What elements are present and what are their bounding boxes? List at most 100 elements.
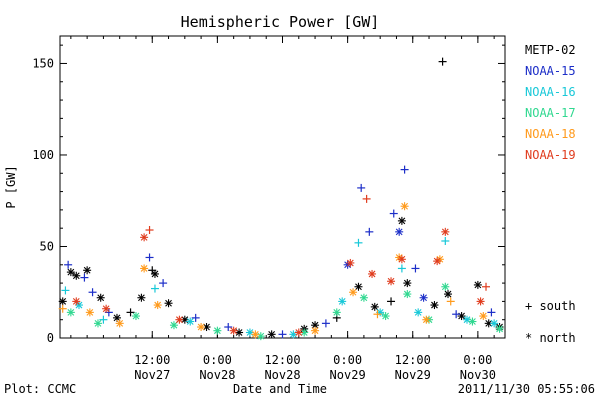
data-point-north bbox=[403, 279, 412, 288]
plot-frame bbox=[59, 35, 506, 339]
data-point-south bbox=[389, 209, 398, 218]
data-point-north bbox=[186, 317, 195, 326]
x-tick-date: Nov30 bbox=[460, 368, 496, 382]
x-tick-time: 0:00 bbox=[333, 353, 362, 367]
data-point-north bbox=[137, 293, 146, 302]
data-point-north bbox=[96, 293, 105, 302]
data-point-north bbox=[74, 301, 83, 310]
data-point-north bbox=[235, 328, 244, 337]
data-point-north bbox=[311, 326, 320, 335]
x-tick-date: Nov27 bbox=[134, 368, 170, 382]
data-point-north bbox=[72, 271, 81, 280]
data-point-south bbox=[397, 264, 406, 273]
data-point-north bbox=[112, 313, 121, 322]
data-point-south bbox=[145, 253, 154, 262]
data-point-north bbox=[397, 216, 406, 225]
legend-entry: NOAA-15 bbox=[525, 64, 576, 78]
series-noaa-16 bbox=[61, 236, 499, 339]
x-tick-time: 12:00 bbox=[134, 353, 170, 367]
marker-legend: + south * north bbox=[525, 299, 576, 345]
data-point-north bbox=[289, 330, 298, 339]
data-point-south bbox=[400, 165, 409, 174]
data-point-north bbox=[229, 326, 238, 335]
data-point-south bbox=[441, 236, 450, 245]
data-point-north bbox=[256, 332, 265, 341]
data-point-south bbox=[145, 226, 154, 235]
data-point-north bbox=[251, 330, 260, 339]
data-point-north bbox=[381, 312, 390, 321]
data-point-north bbox=[430, 301, 439, 310]
data-point-south bbox=[482, 282, 491, 291]
data-point-north bbox=[359, 293, 368, 302]
legend-entry: NOAA-16 bbox=[525, 85, 576, 99]
data-point-north bbox=[476, 297, 485, 306]
x-axis: 12:00Nov270:00Nov2812:00Nov280:00Nov2912… bbox=[70, 36, 496, 382]
data-point-north bbox=[58, 297, 67, 306]
data-point-north bbox=[490, 319, 499, 328]
data-point-north bbox=[164, 299, 173, 308]
data-point-south bbox=[278, 330, 287, 339]
data-point-north bbox=[131, 312, 140, 321]
series-noaa-15 bbox=[64, 165, 496, 339]
data-point-north bbox=[169, 321, 178, 330]
x-tick-date: Nov28 bbox=[264, 368, 300, 382]
data-point-north bbox=[414, 308, 423, 317]
data-point-north bbox=[349, 288, 358, 297]
y-tick-label: 100 bbox=[32, 148, 54, 162]
data-point-north bbox=[395, 227, 404, 236]
data-point-north bbox=[397, 255, 406, 264]
data-point-south bbox=[64, 260, 73, 269]
series-metp-02 bbox=[58, 57, 504, 339]
data-point-south bbox=[80, 273, 89, 282]
data-point-south bbox=[224, 323, 233, 332]
data-point-north bbox=[495, 324, 504, 333]
data-point-north bbox=[338, 297, 347, 306]
data-point-north bbox=[93, 319, 102, 328]
legend-entry: METP-02 bbox=[525, 43, 576, 57]
legend-entry: NOAA-19 bbox=[525, 148, 576, 162]
data-point-north bbox=[175, 315, 184, 324]
data-point-south bbox=[191, 313, 200, 322]
y-axis: 0 50 100 150 bbox=[32, 44, 505, 345]
data-point-south bbox=[487, 308, 496, 317]
data-point-north bbox=[468, 317, 477, 326]
data-point-north bbox=[479, 312, 488, 321]
data-point-north bbox=[83, 266, 92, 275]
data-point-north bbox=[370, 302, 379, 311]
x-tick-time: 12:00 bbox=[264, 353, 300, 367]
data-point-north bbox=[245, 328, 254, 337]
data-point-south bbox=[452, 310, 461, 319]
data-point-south bbox=[411, 264, 420, 273]
data-point-north bbox=[115, 319, 124, 328]
data-point-south bbox=[365, 227, 374, 236]
data-point-north bbox=[463, 315, 472, 324]
marker-legend-south: + south bbox=[525, 299, 576, 313]
data-point-north bbox=[473, 280, 482, 289]
x-tick-time: 0:00 bbox=[463, 353, 492, 367]
legend-entry: NOAA-18 bbox=[525, 127, 576, 141]
y-tick-label: 150 bbox=[32, 56, 54, 70]
data-point-south bbox=[354, 238, 363, 247]
data-point-north bbox=[140, 264, 149, 273]
x-tick-date: Nov28 bbox=[199, 368, 235, 382]
data-point-north bbox=[102, 304, 111, 313]
data-point-north bbox=[433, 257, 442, 266]
data-point-north bbox=[368, 269, 377, 278]
y-axis-label: P [GW] bbox=[4, 165, 18, 208]
x-tick-date: Nov29 bbox=[395, 368, 431, 382]
marker-legend-north: * north bbox=[525, 331, 576, 345]
data-point-north bbox=[422, 315, 431, 324]
data-point-north bbox=[441, 282, 450, 291]
data-point-north bbox=[332, 308, 341, 317]
data-point-south bbox=[61, 286, 70, 295]
series-noaa-18 bbox=[58, 202, 488, 339]
data-point-north bbox=[66, 308, 75, 317]
data-point-north bbox=[150, 269, 159, 278]
series-noaa-17 bbox=[66, 282, 504, 341]
x-axis-label: Date and Time bbox=[233, 382, 327, 396]
plot-credit: Plot: CCMC bbox=[4, 382, 76, 396]
legend-entry: NOAA-17 bbox=[525, 106, 576, 120]
data-point-south bbox=[357, 183, 366, 192]
data-point-south bbox=[126, 308, 135, 317]
data-point-north bbox=[346, 258, 355, 267]
